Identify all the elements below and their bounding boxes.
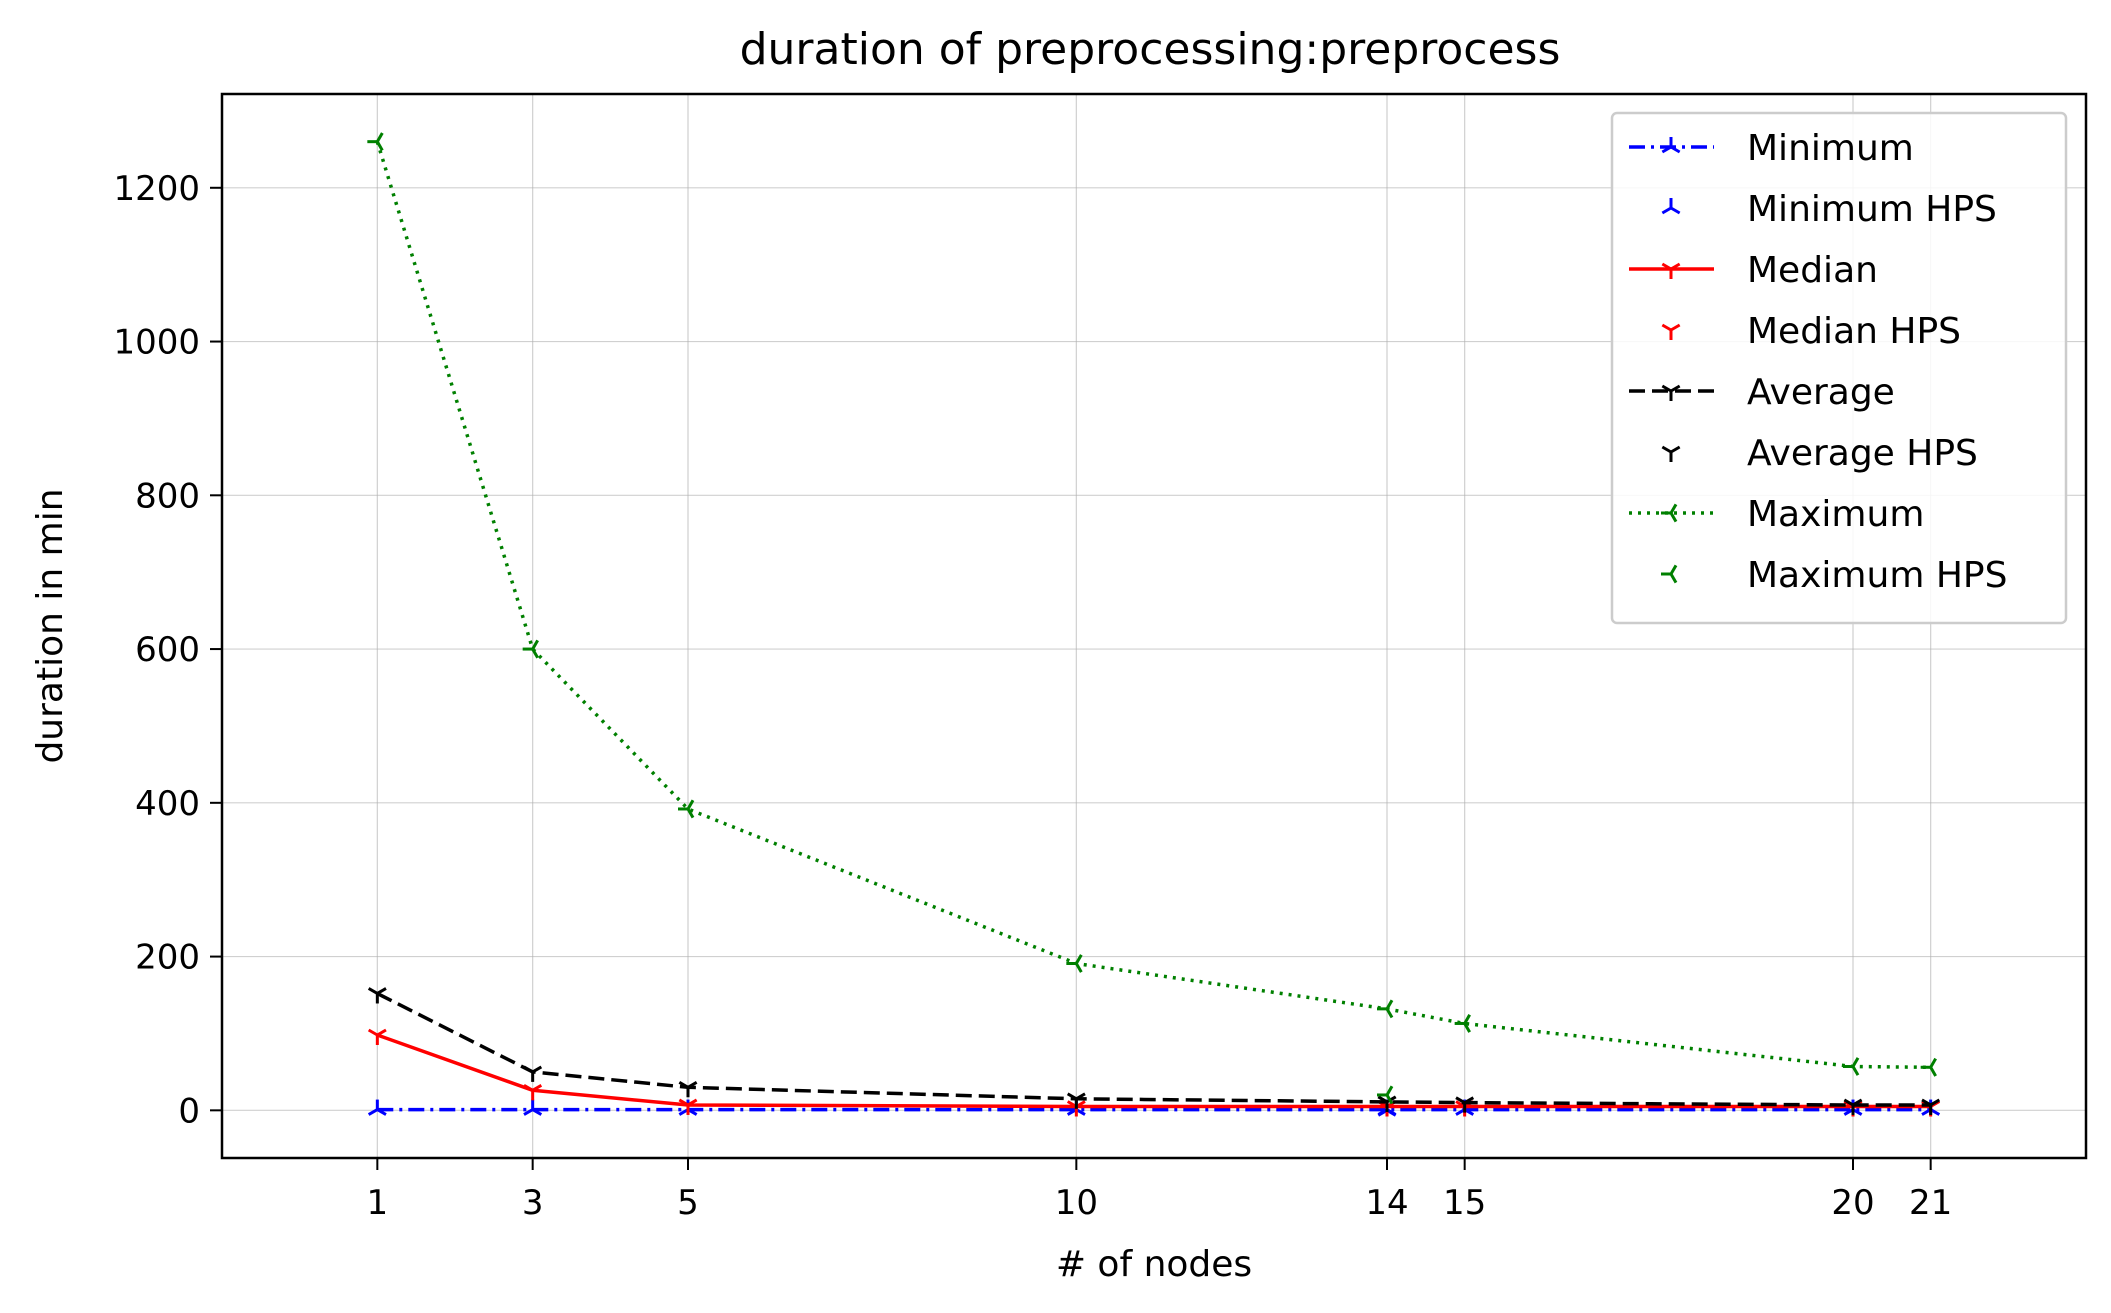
legend-item: Maximum HPS [1661,555,2007,596]
data-point [1455,1096,1475,1113]
legend-label: Minimum [1747,128,1914,169]
legend-marker [1661,503,1678,523]
legend-item: Minimum HPS [1661,189,1997,230]
data-point [678,1080,698,1098]
data-point [1377,1095,1397,1112]
data-point [367,132,384,152]
legend-label: Minimum HPS [1747,189,1997,230]
x-tick-label: 20 [1831,1183,1874,1223]
legend-marker [1661,262,1681,279]
legend-marker [1661,323,1681,340]
y-tick-label: 200 [135,938,200,978]
x-axis-label: # of nodes [1056,1244,1252,1285]
x-tick-label: 14 [1365,1183,1408,1223]
y-tick-label: 1200 [113,169,200,209]
y-tick-label: 400 [135,784,200,824]
series-line [376,991,1931,1107]
plot-frame [220,92,2088,1160]
data-point [1377,1085,1394,1105]
legend-box [1610,111,2068,625]
series-layer [367,132,1941,1117]
legend-marker [1661,198,1681,215]
chart-title: duration of preprocessing:preprocess [740,24,1561,75]
legend-label: Maximum [1747,494,1924,535]
legend-marker [1661,564,1678,584]
data-point [1454,1014,1471,1033]
legend-label: Median [1747,250,1878,291]
y-tick-label: 0 [178,1091,200,1131]
y-tick-label: 800 [135,476,200,516]
x-tick-label: 10 [1055,1183,1098,1223]
data-point [1066,1092,1086,1109]
legend-label: Average [1747,372,1895,413]
legend-marker [1661,445,1681,462]
legend-marker [1661,384,1681,401]
y-axis-label: duration in min [30,488,71,763]
data-point [522,639,539,659]
data-point [678,799,695,819]
data-point [1843,1057,1860,1076]
y-tick-label: 600 [135,630,200,670]
data-point [523,1099,543,1116]
axis-ticks: 1 3 5 10 14 15 20 21 0 200 400 600 800 1000 1200 [113,169,1952,1223]
x-tick-label: 21 [1909,1183,1952,1223]
data-point [1377,999,1394,1019]
data-point [367,987,387,1004]
x-tick-label: 15 [1443,1183,1486,1223]
data-point [678,1098,698,1115]
legend-item: Average HPS [1661,433,1978,474]
series-maximum [367,132,1937,1077]
series-average-hps [1377,1095,1397,1112]
legend-label: Average HPS [1747,433,1978,474]
data-point [1920,1057,1937,1077]
legend-item: Minimum [1629,128,1914,169]
x-tick-label: 1 [367,1183,389,1223]
data-point [367,1028,387,1045]
legend-item: Average [1629,372,1895,413]
data-point [523,1084,543,1101]
series-line [376,1033,1931,1109]
x-tick-label: 5 [677,1183,699,1223]
legend: Minimum Minimum HPS Median Median HPS Averag… [1610,111,2068,625]
data-point [367,1099,387,1116]
series-maximum-hps [1377,1085,1394,1105]
legend-marker [1661,137,1681,154]
x-tick-label: 3 [522,1183,544,1223]
legend-label: Median HPS [1747,311,1961,352]
legend-label: Maximum HPS [1747,555,2007,596]
data-point [1921,1098,1941,1115]
data-point [1843,1098,1863,1115]
legend-item: Maximum [1629,494,1924,535]
legend-item: Median [1629,250,1878,291]
y-tick-label: 1000 [113,323,200,363]
data-point [1066,954,1083,973]
legend-item: Median HPS [1661,311,1961,352]
data-point [523,1065,543,1082]
series-line [375,141,1931,1070]
